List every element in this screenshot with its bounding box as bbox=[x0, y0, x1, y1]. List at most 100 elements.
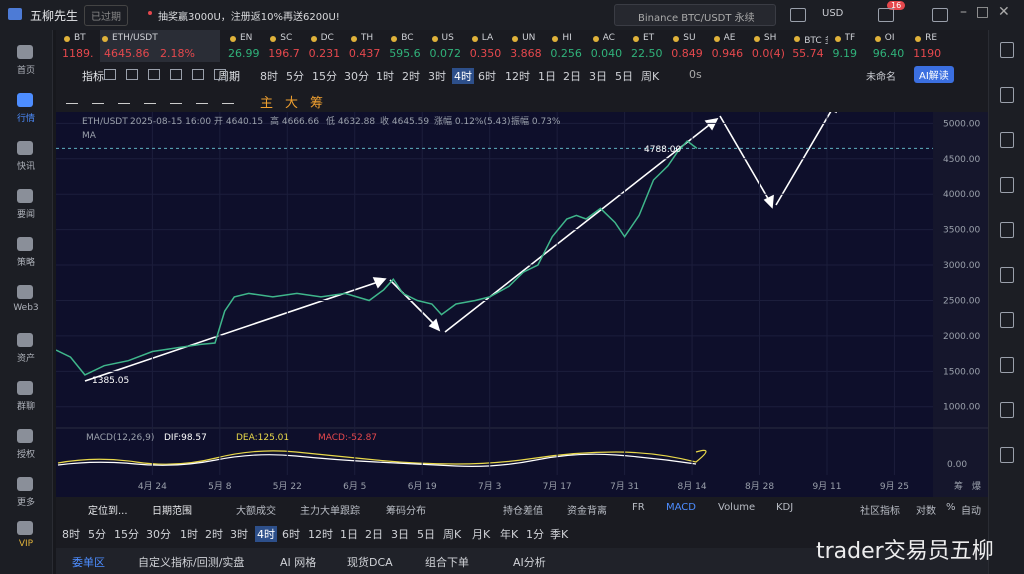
interval[interactable]: 30分 bbox=[146, 528, 171, 541]
interval[interactable]: 4时 bbox=[452, 68, 474, 84]
interval[interactable]: 1日 bbox=[538, 70, 556, 83]
interval[interactable]: 1时 bbox=[376, 70, 394, 83]
interval[interactable]: 15分 bbox=[114, 528, 139, 541]
bottom-tool[interactable]: 自动 bbox=[961, 506, 981, 517]
bottom-tool[interactable]: 社区指标 bbox=[860, 506, 900, 517]
draw-icon[interactable] bbox=[170, 94, 182, 104]
bottom-tool[interactable]: 日期范围 bbox=[152, 506, 192, 517]
interval[interactable]: 2时 bbox=[402, 70, 420, 83]
bottom-tool[interactable]: Volume bbox=[718, 502, 756, 513]
interval[interactable]: 5分 bbox=[88, 528, 106, 541]
mail-icon[interactable] bbox=[878, 8, 894, 22]
interval[interactable]: 12时 bbox=[308, 528, 333, 541]
interval[interactable]: 30分 bbox=[344, 70, 369, 83]
interval[interactable]: 3日 bbox=[589, 70, 607, 83]
interval[interactable]: 5日 bbox=[615, 70, 633, 83]
tool-icon[interactable] bbox=[1000, 177, 1014, 193]
tab[interactable]: 现货DCA bbox=[347, 556, 393, 569]
interval[interactable]: 2日 bbox=[365, 528, 383, 541]
nav-icon[interactable] bbox=[17, 381, 33, 395]
bottom-tool[interactable]: 资金背离 bbox=[567, 506, 607, 517]
draw-tool[interactable]: 大 bbox=[285, 96, 299, 111]
window-icon[interactable] bbox=[932, 8, 948, 22]
interval[interactable]: 5分 bbox=[286, 70, 304, 83]
nav-label[interactable]: 快讯 bbox=[16, 162, 35, 172]
interval[interactable]: 3时 bbox=[230, 528, 248, 541]
tool-icon[interactable] bbox=[1000, 222, 1014, 238]
interval[interactable]: 3日 bbox=[391, 528, 409, 541]
draw-icon[interactable] bbox=[118, 94, 130, 104]
nav-label[interactable]: 群聊 bbox=[16, 402, 35, 412]
tool-icon[interactable] bbox=[1000, 402, 1014, 418]
draw-tool[interactable]: 主 bbox=[260, 96, 274, 111]
bottom-tool[interactable]: KDJ bbox=[776, 502, 794, 513]
interval[interactable]: 3时 bbox=[428, 70, 446, 83]
interval[interactable]: 8时 bbox=[62, 528, 80, 541]
nav-icon[interactable] bbox=[17, 521, 33, 535]
bottom-tool[interactable]: % bbox=[946, 502, 956, 513]
draw-icon[interactable] bbox=[144, 94, 156, 104]
interval[interactable]: 季K bbox=[550, 528, 569, 541]
interval[interactable]: 2日 bbox=[563, 70, 581, 83]
tab[interactable]: 委单区 bbox=[72, 556, 105, 569]
interval[interactable]: 1时 bbox=[180, 528, 198, 541]
tool-icon[interactable] bbox=[192, 69, 204, 80]
bottom-tool[interactable]: MACD bbox=[666, 502, 696, 513]
nav-icon[interactable] bbox=[17, 141, 33, 155]
nav-label[interactable]: 行情 bbox=[16, 114, 35, 124]
nav-label[interactable]: 授权 bbox=[16, 450, 35, 460]
interval[interactable]: 5日 bbox=[417, 528, 435, 541]
bell-icon[interactable] bbox=[790, 8, 806, 22]
ai-btn[interactable]: AI解读 bbox=[914, 66, 954, 83]
nav-label[interactable]: Web3 bbox=[13, 303, 39, 313]
interval[interactable]: 月K bbox=[472, 528, 491, 541]
bottom-tool[interactable]: FR bbox=[632, 502, 645, 513]
tool-icon[interactable] bbox=[1000, 357, 1014, 373]
nav-icon[interactable] bbox=[17, 45, 33, 59]
bottom-tool[interactable]: 大额成交 bbox=[236, 506, 276, 517]
tab[interactable]: AI分析 bbox=[513, 556, 546, 569]
interval[interactable]: 年K bbox=[500, 528, 519, 541]
nav-icon[interactable] bbox=[17, 285, 33, 299]
interval[interactable]: 2时 bbox=[205, 528, 223, 541]
draw-icon[interactable] bbox=[66, 94, 78, 104]
tool-icon[interactable] bbox=[1000, 42, 1014, 58]
nav-label[interactable]: 首页 bbox=[16, 66, 35, 76]
bottom-tool[interactable]: 筹码分布 bbox=[386, 506, 426, 517]
tool-icon[interactable] bbox=[1000, 87, 1014, 103]
nav-label[interactable]: 要闻 bbox=[16, 210, 35, 220]
interval[interactable]: 6时 bbox=[282, 528, 300, 541]
interval[interactable]: 1日 bbox=[340, 528, 358, 541]
draw-icon[interactable] bbox=[222, 94, 234, 104]
status[interactable]: 已过期 bbox=[84, 5, 128, 26]
bottom-tool[interactable]: 主力大单跟踪 bbox=[300, 506, 360, 517]
nav-label[interactable]: 策略 bbox=[16, 258, 35, 268]
tool-icon[interactable] bbox=[104, 69, 116, 80]
draw-tool[interactable]: 筹 bbox=[310, 96, 324, 111]
interval[interactable]: 15分 bbox=[312, 70, 337, 83]
indicator-btn[interactable]: 指标 bbox=[82, 70, 104, 83]
tool-icon[interactable] bbox=[170, 69, 182, 80]
tab[interactable]: AI 网格 bbox=[280, 556, 317, 569]
tool-icon[interactable] bbox=[1000, 312, 1014, 328]
draw-icon[interactable] bbox=[92, 94, 104, 104]
nav-label[interactable]: 资产 bbox=[16, 354, 35, 364]
interval[interactable]: 周K bbox=[641, 70, 660, 83]
nav-label[interactable]: 更多 bbox=[16, 498, 35, 508]
tool-icon[interactable] bbox=[148, 69, 160, 80]
promo[interactable]: 抽奖赢3000U，注册返10%再送6200U! bbox=[158, 12, 340, 23]
tool-icon[interactable] bbox=[214, 69, 226, 80]
nav-icon[interactable] bbox=[17, 93, 33, 107]
tool-icon[interactable] bbox=[1000, 267, 1014, 283]
tool-icon[interactable] bbox=[1000, 447, 1014, 463]
bottom-tool[interactable]: 定位到... bbox=[88, 506, 128, 517]
tool-icon[interactable] bbox=[1000, 132, 1014, 148]
currency[interactable]: USD bbox=[822, 8, 844, 19]
nav-icon[interactable] bbox=[17, 477, 33, 491]
bottom-tool[interactable]: 持仓差值 bbox=[503, 506, 543, 517]
draw-icon[interactable] bbox=[196, 94, 208, 104]
nav-icon[interactable] bbox=[17, 333, 33, 347]
interval[interactable]: 周K bbox=[443, 528, 462, 541]
ticker[interactable] bbox=[100, 30, 220, 62]
bottom-tool[interactable]: 对数 bbox=[916, 506, 936, 517]
